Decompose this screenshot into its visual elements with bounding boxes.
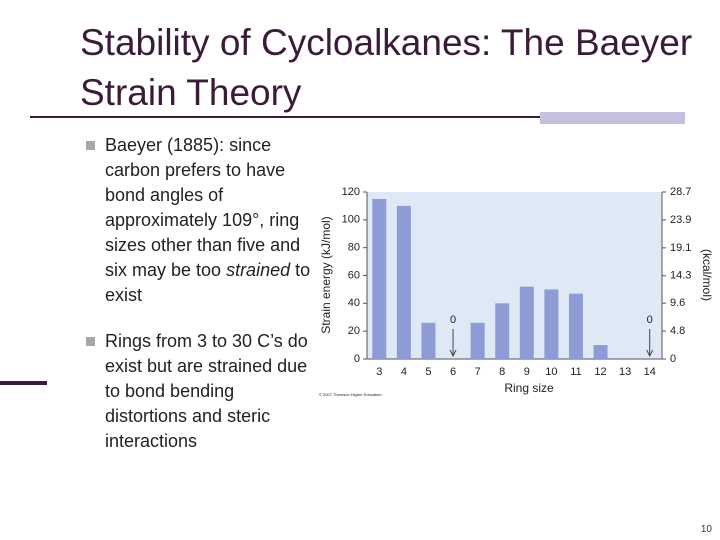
value-arrowhead (646, 349, 654, 358)
x-axis-label: Ring size (504, 381, 554, 395)
x-tick-label: 11 (570, 366, 581, 378)
page-number: 10 (700, 524, 712, 535)
bullet-segment: Baeyer (1885): since carbon prefers to h… (105, 135, 301, 280)
slide-title: Stability of Cycloalkanes: The Baeyer St… (80, 22, 693, 113)
value-label: 0 (450, 314, 456, 326)
x-tick-label: 3 (376, 366, 382, 378)
y2-tick-label: 23.9 (670, 214, 691, 226)
title-rule-accent (540, 112, 685, 124)
value-arrowhead (449, 349, 457, 358)
x-tick-label: 8 (499, 366, 505, 378)
y2-tick-label: 0 (670, 353, 676, 365)
y-tick-label: 100 (342, 214, 360, 226)
x-tick-label: 6 (450, 366, 456, 378)
bar (519, 286, 534, 359)
y-tick-label: 80 (348, 242, 360, 254)
bar (396, 205, 411, 359)
x-tick-label: 7 (475, 366, 481, 378)
title-rule (30, 116, 685, 118)
bullet-segment: Rings from 3 to 30 C’s do exist but are … (105, 331, 308, 451)
bar (568, 293, 583, 359)
bullet-marker (86, 141, 95, 150)
x-tick-label: 12 (594, 366, 606, 378)
y2-tick-label: 4.8 (670, 325, 685, 337)
bar (470, 322, 485, 359)
y-tick-label: 40 (348, 297, 360, 309)
x-tick-label: 9 (524, 366, 530, 378)
y-tick-label: 60 (348, 269, 360, 281)
bullet-text: Rings from 3 to 30 C’s do exist but are … (105, 329, 320, 454)
bar (544, 289, 559, 359)
side-mark (0, 381, 47, 385)
bullet-marker (86, 337, 95, 346)
x-tick-label: 14 (644, 366, 656, 378)
credit: © 2007 Thomson Higher Education (319, 392, 381, 397)
bullet-text: Baeyer (1885): since carbon prefers to h… (105, 133, 320, 308)
y2-tick-label: 9.6 (670, 297, 685, 309)
y2-tick-label: 14.3 (670, 270, 691, 282)
y2-axis-label: (kcal/mol) (700, 249, 713, 301)
y2-tick-label: 19.1 (670, 242, 691, 254)
x-tick-label: 13 (619, 366, 631, 378)
bar (495, 303, 510, 359)
value-label: 0 (647, 314, 653, 326)
bullet-segment: strained (226, 260, 291, 280)
y-tick-label: 0 (354, 353, 360, 365)
y-tick-label: 120 (342, 186, 360, 198)
bar (593, 345, 608, 359)
x-tick-label: 10 (545, 366, 557, 378)
y-axis-label: Strain energy (kJ/mol) (319, 216, 333, 333)
y2-tick-label: 28.7 (670, 186, 691, 198)
y-tick-label: 20 (348, 325, 360, 337)
x-tick-label: 4 (401, 366, 407, 378)
bullet-segment: to exist (105, 260, 311, 305)
bar (372, 198, 387, 359)
x-tick-label: 5 (425, 366, 431, 378)
plot-area (367, 192, 662, 359)
bar (421, 322, 436, 359)
